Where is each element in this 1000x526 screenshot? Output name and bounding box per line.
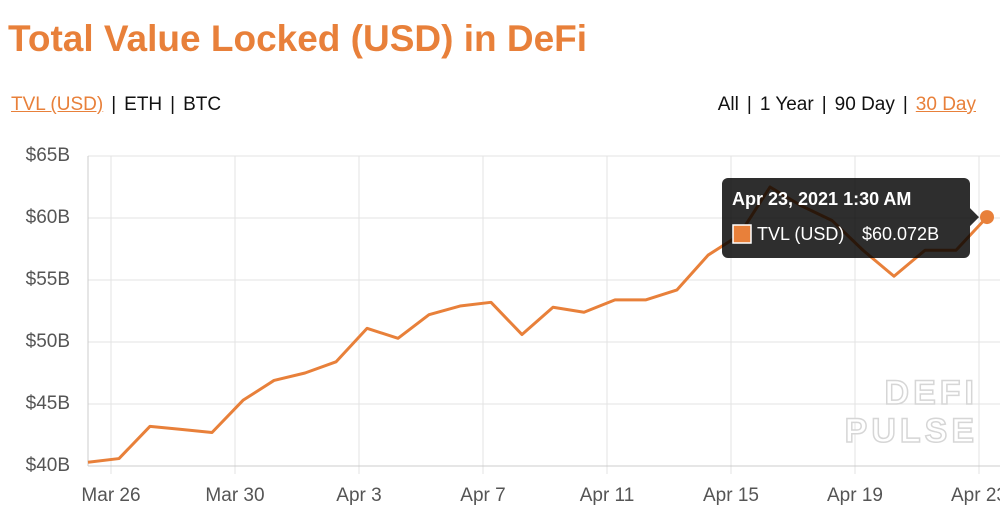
tab[interactable]: ETH — [124, 94, 163, 115]
tab[interactable]: 1 Year — [759, 94, 814, 115]
separator: | — [746, 94, 752, 115]
legend-swatch — [732, 224, 752, 244]
y-tick-label: $60B — [26, 207, 70, 228]
y-tick-label: $40B — [26, 455, 70, 476]
tooltip-box — [722, 178, 970, 258]
separator: | — [821, 94, 827, 115]
tooltip-series: TVL (USD) — [757, 224, 844, 244]
range-tabs: All | 1 Year | 90 Day | 30 Day — [718, 94, 976, 116]
page-title: Total Value Locked (USD) in DeFi — [8, 18, 588, 59]
tab[interactable]: 90 Day — [834, 94, 895, 115]
tab[interactable]: TVL (USD) — [11, 94, 104, 115]
tab[interactable]: 30 Day — [915, 94, 976, 115]
hover-point — [980, 210, 994, 225]
tooltip-pointer — [970, 208, 979, 227]
y-tick-label: $65B — [26, 145, 70, 166]
x-tick-label: Mar 26 — [81, 485, 140, 506]
x-tick-label: Apr 19 — [827, 485, 883, 506]
x-tick-label: Apr 15 — [703, 485, 759, 506]
tooltip: Apr 23, 2021 1:30 AM TVL (USD) $60.072B — [722, 178, 979, 258]
tooltip-title: Apr 23, 2021 1:30 AM — [732, 189, 911, 209]
y-tick-label: $45B — [26, 393, 70, 414]
separator: | — [111, 94, 117, 115]
watermark: PULSE — [845, 412, 978, 450]
tooltip-value: $60.072B — [862, 224, 939, 244]
tab[interactable]: All — [717, 94, 739, 115]
x-tick-label: Apr 3 — [336, 485, 381, 506]
x-tick-label: Apr 23 — [951, 485, 1000, 506]
tab[interactable]: BTC — [183, 94, 222, 115]
separator: | — [170, 94, 176, 115]
x-tick-label: Mar 30 — [205, 485, 264, 506]
y-tick-label: $50B — [26, 331, 70, 352]
watermark: DEFI — [885, 374, 978, 412]
x-tick-label: Apr 11 — [580, 485, 635, 506]
y-tick-label: $55B — [26, 269, 70, 290]
separator: | — [902, 94, 908, 115]
x-tick-label: Apr 7 — [460, 485, 505, 506]
metric-tabs: TVL (USD) | ETH | BTC — [11, 94, 221, 116]
